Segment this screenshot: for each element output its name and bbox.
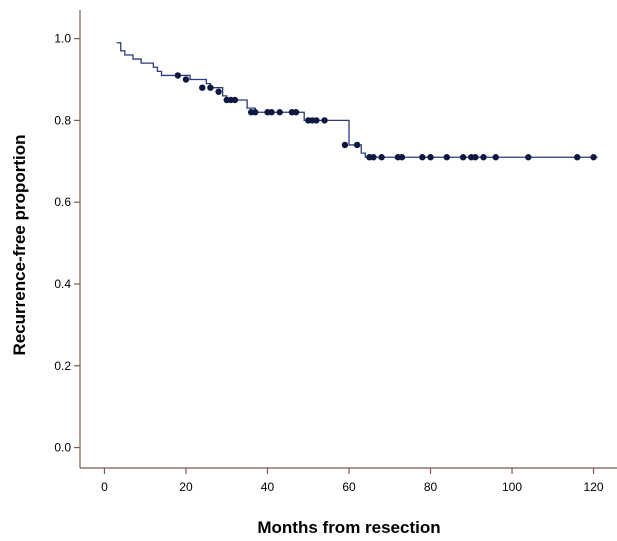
y-tick-label: 0.2 bbox=[54, 359, 71, 373]
censor-marker bbox=[199, 84, 206, 91]
censor-marker bbox=[231, 96, 239, 104]
y-tick-label: 0.8 bbox=[54, 113, 71, 127]
x-tick-label: 80 bbox=[424, 480, 438, 494]
censor-marker bbox=[419, 154, 426, 161]
censor-marker bbox=[443, 154, 451, 161]
censor-marker bbox=[590, 154, 597, 161]
x-tick-label: 0 bbox=[101, 480, 108, 494]
censor-marker bbox=[252, 109, 259, 116]
censor-marker bbox=[574, 154, 581, 161]
censor-marker bbox=[525, 154, 532, 161]
axes bbox=[79, 10, 617, 469]
censor-marker bbox=[427, 154, 434, 161]
x-tick-label: 20 bbox=[179, 480, 193, 494]
censor-marker bbox=[321, 117, 328, 124]
y-tick-label: 0.4 bbox=[54, 277, 71, 291]
series bbox=[116, 42, 598, 161]
censor-marker bbox=[459, 154, 467, 161]
censor-marker bbox=[207, 84, 214, 91]
censor-marker bbox=[480, 154, 487, 161]
censor-marker bbox=[215, 88, 222, 95]
censor-marker bbox=[353, 141, 361, 149]
survival-step-line bbox=[116, 42, 598, 158]
censor-marker bbox=[268, 109, 275, 116]
y-axis-title: Recurrence-free proportion bbox=[10, 134, 29, 355]
x-tick-label: 100 bbox=[502, 480, 522, 494]
censor-marker bbox=[492, 154, 499, 161]
censor-marker bbox=[292, 109, 300, 116]
censor-marker bbox=[378, 154, 385, 161]
x-tick-label: 60 bbox=[342, 480, 356, 494]
censor-marker bbox=[398, 154, 406, 161]
x-axis-title: Months from resection bbox=[257, 518, 440, 537]
censor-marker bbox=[182, 76, 190, 83]
x-tick-label: 120 bbox=[584, 480, 604, 494]
y-tick-label: 0.0 bbox=[54, 441, 71, 455]
ticks: 0.0 0.2 0.4 0.6 0.8 1.0 0 20 40 60 80 100 120 bbox=[54, 32, 604, 494]
x-tick-label: 40 bbox=[261, 480, 275, 494]
censor-marker bbox=[313, 117, 320, 124]
censor-marker bbox=[174, 72, 182, 79]
censor-marker bbox=[370, 154, 377, 161]
y-tick-label: 0.6 bbox=[54, 195, 71, 209]
censor-marker bbox=[276, 109, 283, 116]
y-tick-label: 1.0 bbox=[54, 32, 71, 46]
censor-marker bbox=[472, 154, 479, 161]
censor-marker bbox=[341, 141, 349, 149]
